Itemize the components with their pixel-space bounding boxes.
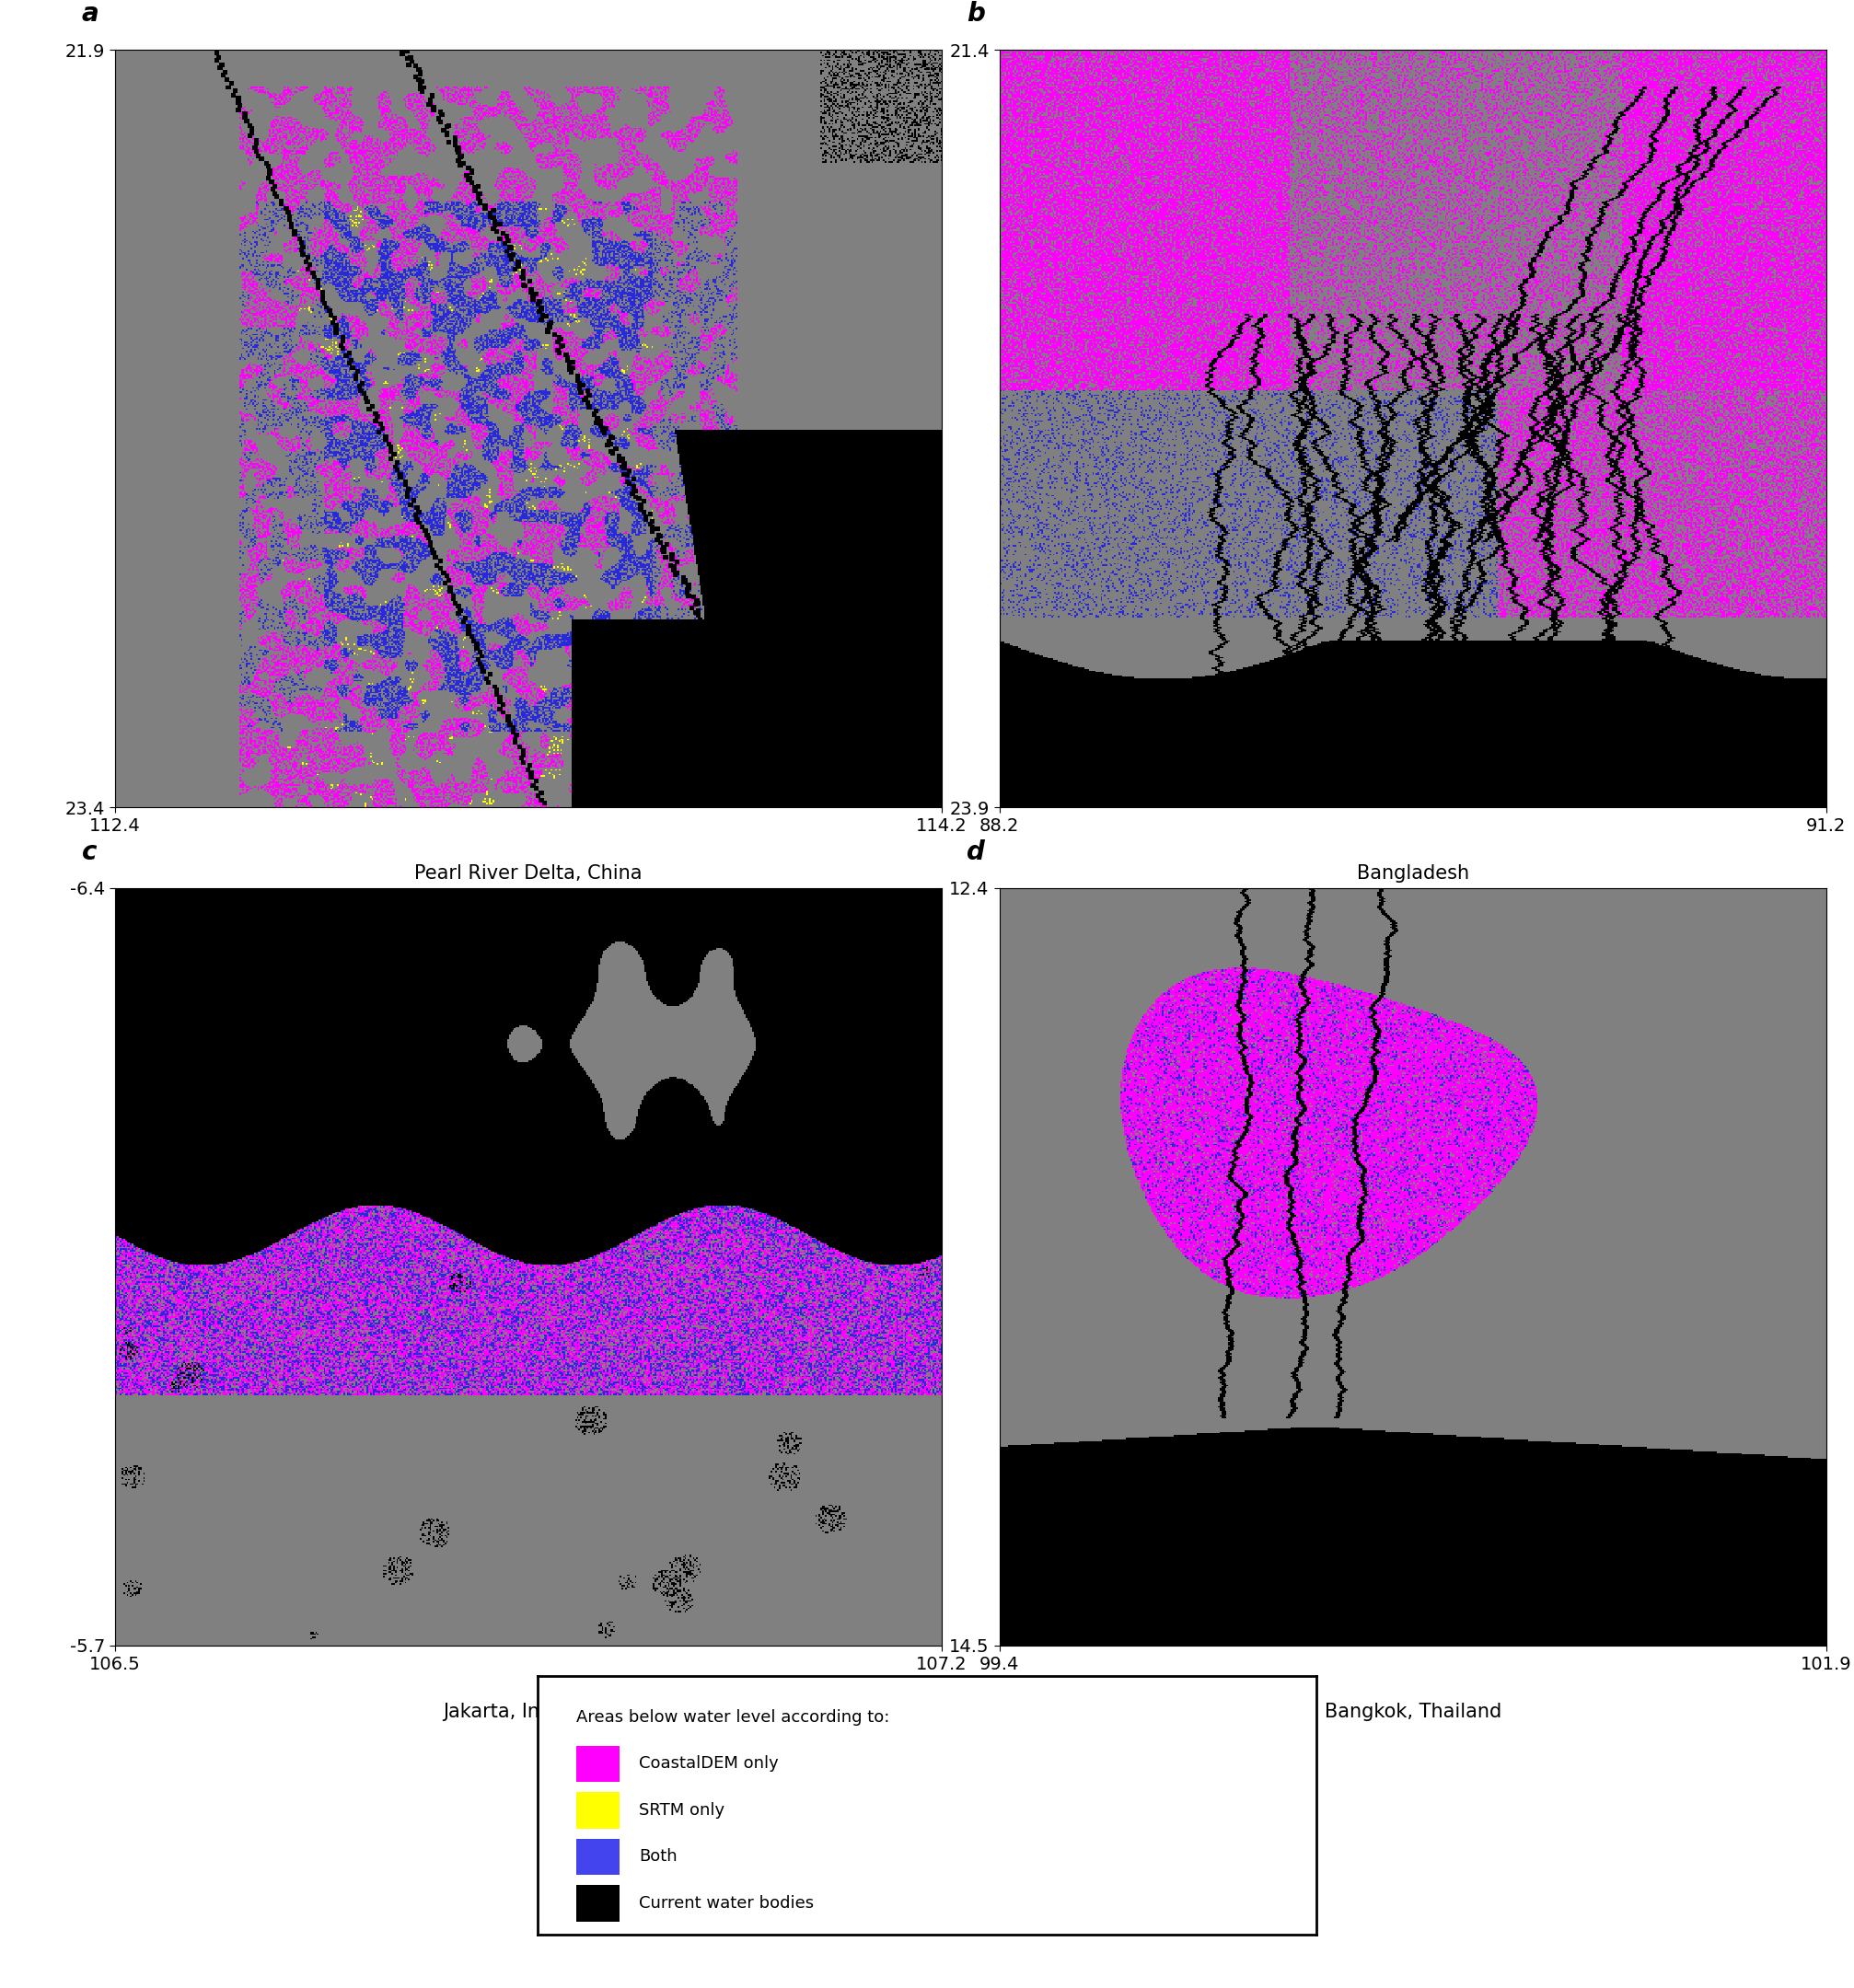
Text: Both: Both	[640, 1849, 677, 1865]
Text: b: b	[966, 2, 984, 28]
Text: a: a	[82, 2, 98, 28]
Text: Jakarta, Indonesia: Jakarta, Indonesia	[443, 1702, 614, 1722]
Text: Bangkok, Thailand: Bangkok, Thailand	[1324, 1702, 1502, 1722]
Bar	[577, 1885, 619, 1920]
Text: d: d	[966, 839, 984, 865]
Text: SRTM only: SRTM only	[640, 1801, 725, 1819]
Text: Areas below water level according to:: Areas below water level according to:	[577, 1710, 890, 1726]
Bar	[577, 1793, 619, 1829]
Bar	[577, 1745, 619, 1781]
Text: c: c	[82, 839, 96, 865]
Text: Pearl River Delta, China: Pearl River Delta, China	[415, 865, 641, 883]
Bar	[577, 1839, 619, 1875]
Text: Current water bodies: Current water bodies	[640, 1895, 814, 1912]
Text: CoastalDEM only: CoastalDEM only	[640, 1755, 779, 1771]
Text: Bangladesh: Bangladesh	[1357, 865, 1468, 883]
